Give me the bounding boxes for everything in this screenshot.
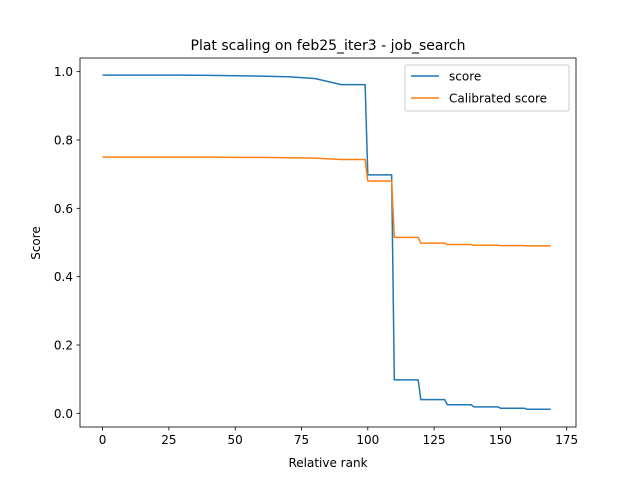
y-tick-label: 0.4 bbox=[54, 270, 73, 284]
y-tick-label: 0.0 bbox=[54, 407, 73, 421]
y-tick-label: 1.0 bbox=[54, 65, 73, 79]
x-tick-label: 100 bbox=[356, 433, 379, 447]
x-tick-label: 125 bbox=[423, 433, 446, 447]
x-tick-label: 75 bbox=[294, 433, 309, 447]
series-line-0 bbox=[102, 74, 551, 410]
legend-label: Calibrated score bbox=[449, 92, 547, 106]
series-line-1 bbox=[102, 156, 551, 247]
plot-frame bbox=[79, 57, 577, 428]
y-tick-label: 0.6 bbox=[54, 202, 73, 216]
x-tick-label: 0 bbox=[99, 433, 107, 447]
legend-label: score bbox=[449, 70, 481, 84]
x-tick-label: 25 bbox=[161, 433, 176, 447]
plot-area: 0 25 50 75 100 125 150 175 0.0 0.2 0.4 0.6 0.8 1.0 sco… bbox=[54, 57, 578, 447]
x-tick-label: 150 bbox=[489, 433, 512, 447]
legend-box bbox=[404, 64, 570, 112]
x-tick-label: 175 bbox=[555, 433, 578, 447]
y-tick-label: 0.8 bbox=[54, 134, 73, 148]
x-axis-label: Relative rank bbox=[288, 456, 367, 470]
chart-title: Plat scaling on feb25_iter3 - job_search bbox=[191, 38, 466, 54]
x-tick-label: 50 bbox=[228, 433, 243, 447]
y-tick-label: 0.2 bbox=[54, 339, 73, 353]
y-axis-label: Score bbox=[29, 226, 43, 260]
